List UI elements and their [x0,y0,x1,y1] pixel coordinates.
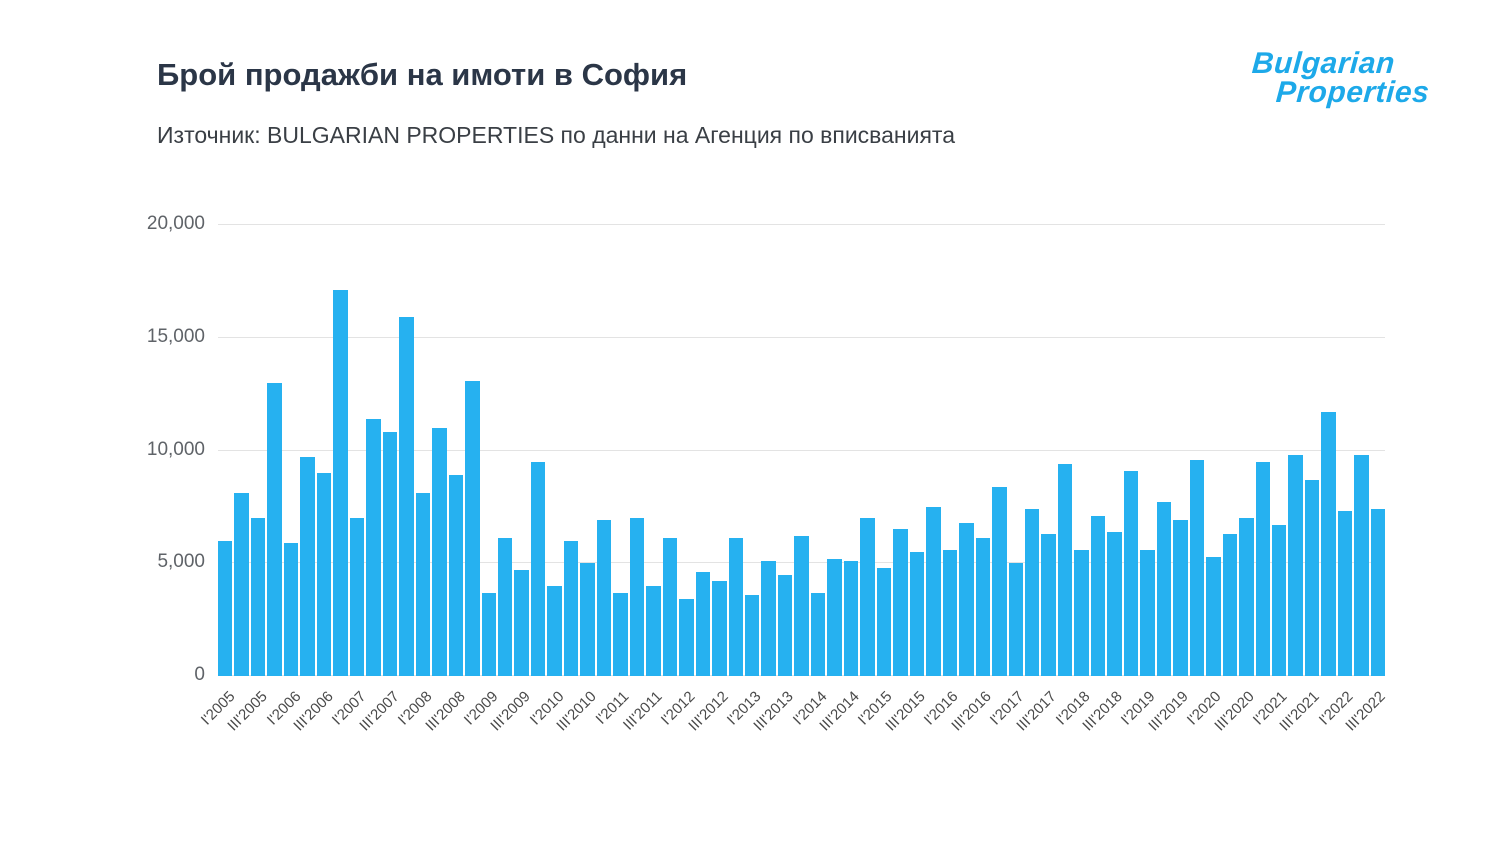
bar [1354,455,1369,676]
bar [481,592,496,676]
bar [827,558,842,676]
bar [1239,518,1254,676]
logo-line-1: Bulgarian [1250,47,1396,80]
bar [415,493,431,676]
bar [959,522,974,676]
bar [1074,549,1089,676]
bar [646,585,661,676]
bar [432,427,447,676]
bar [316,473,332,676]
bar [1057,464,1073,676]
bar [1173,520,1188,676]
bar [810,592,826,676]
bar [580,563,595,676]
bar [1008,563,1023,676]
bar [712,581,727,676]
y-axis: 0 5,000 10,000 15,000 20,000 [100,213,205,685]
y-tick-label: 20,000 [146,213,205,234]
bar [926,506,941,676]
bar [1222,533,1238,676]
bar [843,561,859,676]
bar [1024,509,1040,676]
bar [1156,502,1172,676]
bar [1090,515,1106,676]
bar [1107,531,1122,676]
bar [942,549,958,676]
bar [1272,524,1287,676]
bar [992,486,1007,676]
bar [679,599,694,676]
bar [250,518,266,676]
bar [1321,412,1336,676]
bar [448,475,464,676]
bar [514,570,529,676]
y-tick-label: 0 [194,664,205,685]
bar [1255,461,1270,676]
bar [1288,455,1303,676]
gridline [218,336,1385,338]
bar [1206,556,1221,676]
bar [218,540,233,676]
bar [349,518,365,676]
y-tick-label: 15,000 [146,325,205,347]
x-axis-labels: I'2005 III'2005 I'2006 III'2006 I'2007 III'20… [198,682,1389,792]
bar [1140,549,1155,676]
logo-line-2: Properties [1274,75,1431,109]
bar [613,592,628,676]
bar [662,538,678,676]
bar [745,594,760,676]
bar [1304,479,1320,676]
bars [218,225,1386,676]
bar [596,520,612,676]
bar [1370,509,1386,676]
bar [1041,533,1056,676]
bar [234,493,249,676]
bar [530,461,546,676]
bar [563,540,579,676]
bar [1123,470,1139,676]
bar [893,529,908,676]
y-tick-label: 5,000 [157,551,205,573]
bar [975,538,991,676]
bar [1337,511,1353,676]
bulgarian-properties-logo: Bulgarian Properties [1249,47,1432,109]
bar [860,518,875,676]
bar [497,538,513,676]
bar [547,585,562,676]
bar [382,432,398,676]
bar [333,290,348,676]
bar [695,572,711,676]
bar [629,518,645,676]
plot-area [218,224,1386,676]
bar [794,536,809,676]
bar [300,457,315,676]
gridline [218,449,1385,451]
bar [909,551,925,676]
bar [1189,459,1205,676]
bar [283,542,299,676]
bar [399,317,414,676]
gridline [218,224,1385,225]
bar [366,418,381,676]
page-title: Брой продажби на имоти в София [157,57,688,92]
bar [761,561,776,676]
chart-source-subtitle: Източник: BULGARIAN PROPERTIES по данни … [157,122,955,148]
bar [777,574,793,676]
bar [876,567,892,676]
bar [267,382,282,676]
bar [728,538,743,676]
y-tick-label: 10,000 [146,438,205,460]
bar [465,380,480,676]
